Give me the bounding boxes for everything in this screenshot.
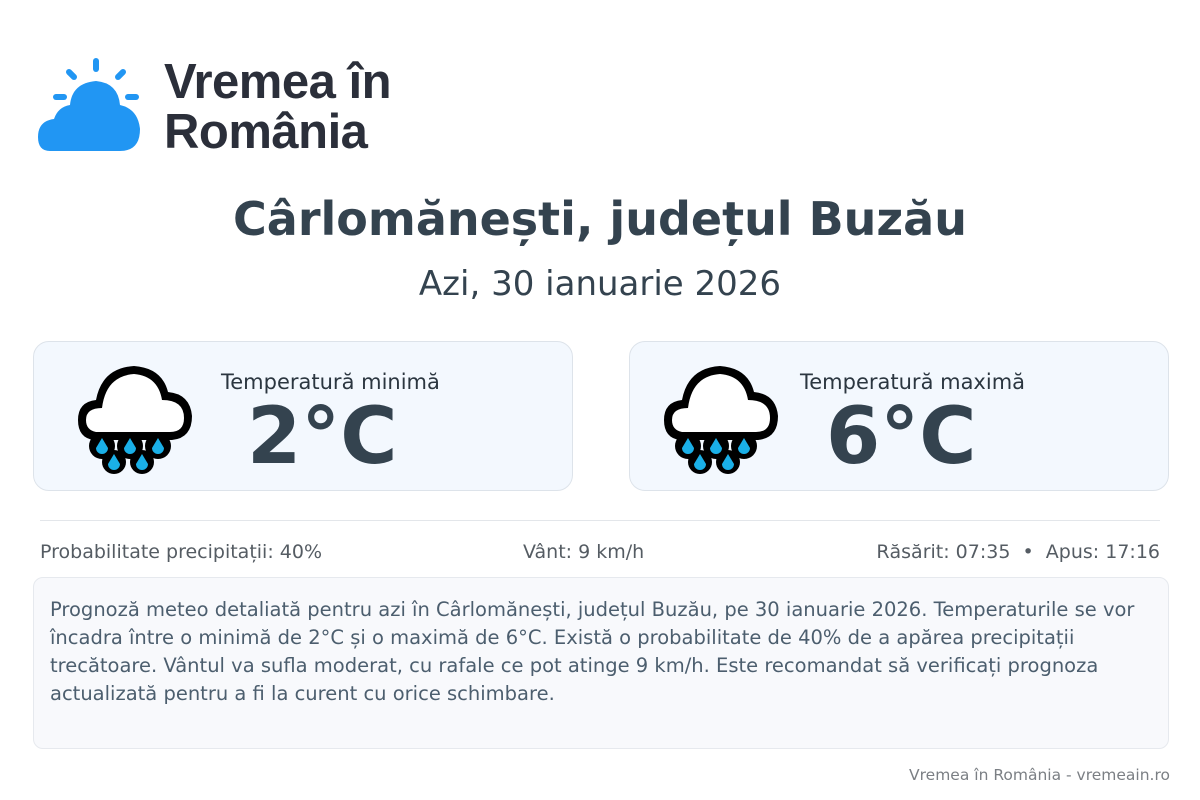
max-temp-label: Temperatură maximă	[800, 370, 1026, 394]
max-temp-card: Temperatură maximă 6°C	[629, 341, 1169, 491]
sun-cloud-logo-icon	[38, 58, 140, 151]
date-subtitle: Azi, 30 ianuarie 2026	[418, 264, 782, 304]
min-temp-label: Temperatură minimă	[221, 370, 440, 394]
divider	[40, 520, 1160, 521]
max-temp-value: 6°C	[826, 392, 977, 482]
logo-line-2: România	[164, 105, 368, 159]
precipitation-stat: Probabilitate precipitații: 40%	[40, 541, 322, 563]
rain-cloud-icon	[664, 366, 778, 474]
logo: Vremea în România	[36, 55, 392, 157]
logo-line-1: Vremea în	[164, 55, 392, 109]
rain-cloud-icon	[78, 366, 192, 474]
page-title: Cârlomănești, județul Buzău	[233, 192, 967, 246]
min-temp-value: 2°C	[247, 392, 398, 482]
sun-times-stat: Răsărit: 07:35 • Apus: 17:16	[876, 541, 1160, 563]
wind-stat: Vânt: 9 km/h	[523, 541, 645, 563]
forecast-description: Prognoză meteo detaliată pentru azi în C…	[33, 577, 1169, 749]
footer-credit: Vremea în România - vremeain.ro	[909, 766, 1170, 784]
min-temp-card: Temperatură minimă 2°C	[33, 341, 573, 491]
